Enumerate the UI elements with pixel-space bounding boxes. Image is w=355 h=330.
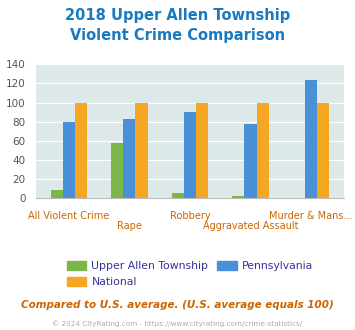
Text: All Violent Crime: All Violent Crime [28,212,109,221]
Text: Murder & Mans...: Murder & Mans... [269,212,353,221]
Bar [196,103,208,198]
Bar [75,103,87,198]
Text: Rape: Rape [117,221,142,231]
Bar [317,103,329,198]
Bar [232,196,245,198]
Text: Robbery: Robbery [170,212,210,221]
Text: 2018 Upper Allen Township
Violent Crime Comparison: 2018 Upper Allen Township Violent Crime … [65,8,290,43]
Legend: Upper Allen Township, National, Pennsylvania: Upper Allen Township, National, Pennsylv… [62,257,318,291]
Bar [305,80,317,198]
Bar [245,124,257,198]
Text: Aggravated Assault: Aggravated Assault [203,221,298,231]
Bar [135,103,148,198]
Bar [184,112,196,198]
Bar [172,193,184,198]
Bar [257,103,269,198]
Text: Compared to U.S. average. (U.S. average equals 100): Compared to U.S. average. (U.S. average … [21,300,334,310]
Bar [63,122,75,198]
Bar [51,190,63,198]
Bar [123,119,135,198]
Bar [111,143,123,198]
Text: © 2024 CityRating.com - https://www.cityrating.com/crime-statistics/: © 2024 CityRating.com - https://www.city… [53,321,302,327]
